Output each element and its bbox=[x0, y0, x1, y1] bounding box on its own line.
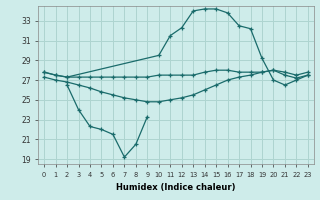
X-axis label: Humidex (Indice chaleur): Humidex (Indice chaleur) bbox=[116, 183, 236, 192]
